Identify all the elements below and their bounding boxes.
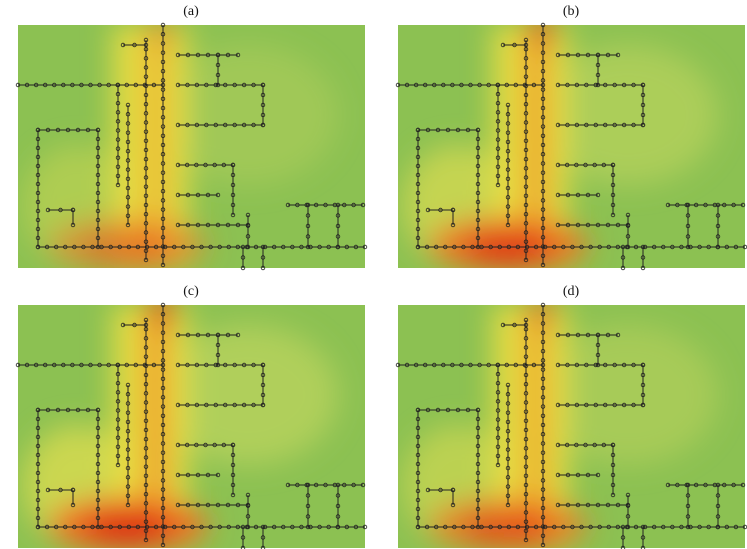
panel (16, 10, 367, 273)
panel-label: (b) (563, 4, 580, 19)
panel-label: (a) (183, 4, 199, 19)
heatmap (398, 10, 745, 273)
heatmap (18, 10, 365, 273)
panel (16, 290, 367, 549)
panel-label: (c) (183, 284, 199, 299)
panel (396, 10, 747, 273)
heatmap (18, 290, 365, 549)
panel (396, 290, 747, 549)
figure: (a) (b) (c) (d) (0, 0, 747, 549)
heatmap (398, 290, 745, 549)
panel-label: (d) (563, 284, 580, 299)
